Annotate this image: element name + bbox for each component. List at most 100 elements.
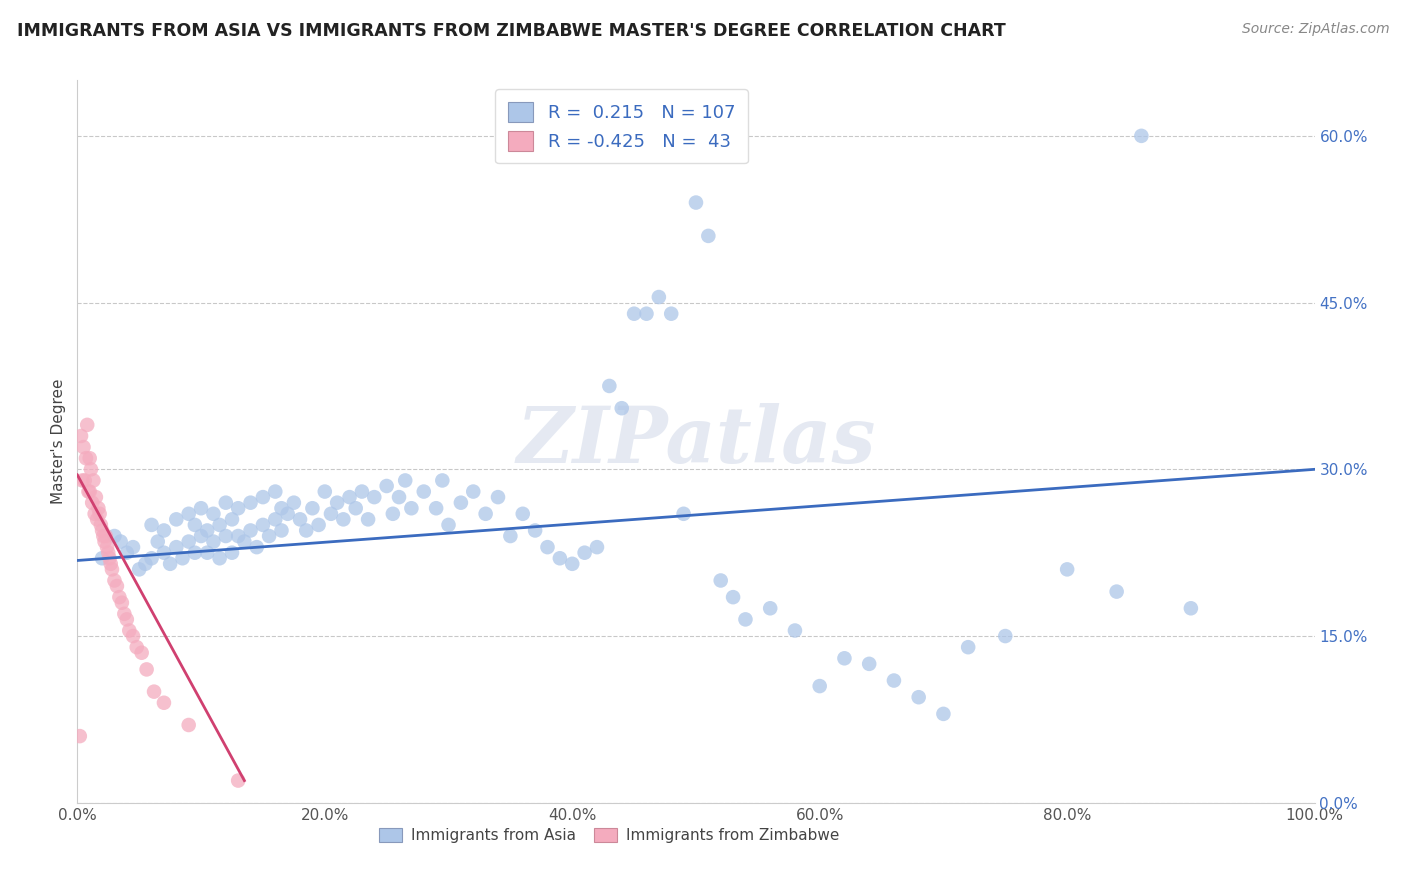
Point <box>153 696 176 710</box>
Point <box>122 629 145 643</box>
Point <box>437 517 460 532</box>
Point <box>215 529 238 543</box>
Point <box>195 546 218 560</box>
Point <box>308 517 330 532</box>
Point <box>332 512 354 526</box>
Point <box>524 524 547 538</box>
Point <box>134 557 156 571</box>
Point <box>759 601 782 615</box>
Point <box>82 474 104 488</box>
Y-axis label: Master's Degree: Master's Degree <box>51 379 66 504</box>
Point <box>586 540 609 554</box>
Point <box>115 612 138 626</box>
Point <box>184 546 207 560</box>
Point <box>277 507 299 521</box>
Point <box>190 501 212 516</box>
Point <box>159 557 181 571</box>
Point <box>697 228 720 243</box>
Point <box>100 557 122 571</box>
Point <box>202 507 225 521</box>
Point <box>314 484 336 499</box>
Point <box>90 517 112 532</box>
Point <box>103 574 125 588</box>
Point <box>110 534 132 549</box>
Point <box>574 546 596 560</box>
Point <box>394 474 416 488</box>
Point <box>548 551 571 566</box>
Point <box>79 451 101 466</box>
Point <box>80 462 103 476</box>
Point <box>363 490 385 504</box>
Point <box>957 640 980 655</box>
Point <box>153 524 176 538</box>
Point <box>450 496 472 510</box>
Point <box>221 512 243 526</box>
Point <box>270 501 292 516</box>
Point <box>143 684 166 698</box>
Point <box>425 501 447 516</box>
Point <box>226 529 249 543</box>
Point <box>115 546 138 560</box>
Point <box>125 640 148 655</box>
Point <box>141 551 163 566</box>
Point <box>91 529 114 543</box>
Point <box>270 524 292 538</box>
Point <box>295 524 318 538</box>
Point <box>561 557 583 571</box>
Point <box>932 706 955 721</box>
Point <box>264 484 287 499</box>
Point <box>72 474 94 488</box>
Point <box>598 379 620 393</box>
Point <box>883 673 905 688</box>
Point <box>146 534 169 549</box>
Point <box>246 540 269 554</box>
Point <box>122 540 145 554</box>
Point <box>623 307 645 321</box>
Point <box>339 490 361 504</box>
Point <box>659 307 682 321</box>
Point <box>97 546 120 560</box>
Point <box>432 474 454 488</box>
Point <box>319 507 342 521</box>
Point <box>226 773 249 788</box>
Point <box>112 607 135 621</box>
Point <box>208 517 231 532</box>
Point <box>388 490 411 504</box>
Point <box>257 529 280 543</box>
Point <box>118 624 141 638</box>
Point <box>375 479 398 493</box>
Point <box>184 517 207 532</box>
Point <box>94 529 117 543</box>
Point <box>1056 562 1078 576</box>
Point <box>221 546 243 560</box>
Point <box>128 562 150 576</box>
Point <box>226 501 249 516</box>
Point <box>326 496 349 510</box>
Point <box>215 496 238 510</box>
Point <box>1105 584 1128 599</box>
Text: Source: ZipAtlas.com: Source: ZipAtlas.com <box>1241 22 1389 37</box>
Point <box>141 517 163 532</box>
Point <box>208 551 231 566</box>
Point <box>357 512 380 526</box>
Point <box>93 534 115 549</box>
Point <box>463 484 485 499</box>
Point <box>283 496 305 510</box>
Point <box>401 501 423 516</box>
Text: ZIPatlas: ZIPatlas <box>516 403 876 480</box>
Point <box>648 290 671 304</box>
Point <box>96 540 118 554</box>
Point <box>499 529 522 543</box>
Point <box>86 512 108 526</box>
Point <box>202 534 225 549</box>
Point <box>239 496 262 510</box>
Point <box>288 512 311 526</box>
Point <box>79 484 101 499</box>
Point <box>233 534 256 549</box>
Point <box>77 484 100 499</box>
Point <box>111 596 134 610</box>
Point <box>381 507 404 521</box>
Point <box>536 540 558 554</box>
Point <box>177 507 200 521</box>
Point <box>75 451 97 466</box>
